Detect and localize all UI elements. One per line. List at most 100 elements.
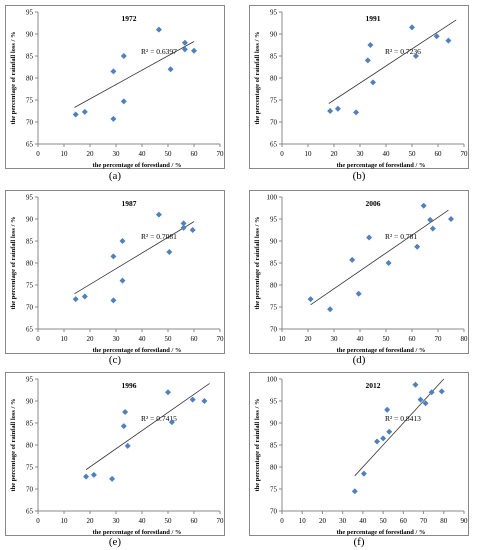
x-tick-label: 70 xyxy=(217,335,225,343)
y-tick-label: 85 xyxy=(270,442,278,450)
data-point xyxy=(380,435,387,442)
x-tick-label: 80 xyxy=(440,517,448,525)
data-point xyxy=(110,68,117,75)
x-tick-label: 40 xyxy=(357,335,365,343)
y-tick-label: 85 xyxy=(26,53,34,61)
data-point xyxy=(119,277,126,284)
x-tick-label: 40 xyxy=(139,150,147,158)
data-point xyxy=(409,24,415,31)
data-point xyxy=(110,253,117,260)
y-axis-title: the percentage of rainfall loss / % xyxy=(10,216,17,309)
chart-panel-b: 0 10 20 30 40 50 60 70 65 70 75 80 85 90 95 the percent… xyxy=(249,5,469,169)
chart-svg: 0 10 20 30 40 50 60 70 80 90 70 75 80 85 90 95 100 the pe… xyxy=(254,376,468,537)
r2-annotation: R² = 0.7081 xyxy=(141,232,177,241)
x-tick-label: 50 xyxy=(165,517,173,525)
x-tick-label: 50 xyxy=(409,150,417,158)
y-tick-label: 80 xyxy=(270,282,278,290)
x-tick-label: 60 xyxy=(191,150,199,158)
data-point xyxy=(180,224,187,231)
data-point xyxy=(83,473,90,480)
caption-d: (d) xyxy=(352,354,366,366)
y-tick-label: 95 xyxy=(270,9,278,17)
x-tick-label: 10 xyxy=(299,517,307,525)
data-point xyxy=(412,381,419,388)
trendline xyxy=(310,209,449,306)
x-tick-label: 30 xyxy=(113,150,121,158)
data-point xyxy=(367,42,374,48)
y-tick-label: 65 xyxy=(26,141,34,149)
caption-c: (c) xyxy=(108,354,122,366)
y-tick-label: 80 xyxy=(26,442,34,450)
data-point xyxy=(334,105,341,112)
caption-b: (b) xyxy=(352,170,366,182)
y-tick-label: 100 xyxy=(267,376,278,384)
x-tick-label: 50 xyxy=(383,335,391,343)
x-tick-label: 0 xyxy=(280,150,284,158)
y-tick-label: 90 xyxy=(270,31,278,39)
x-tick-label: 30 xyxy=(357,150,365,158)
x-tick-label: 70 xyxy=(461,150,469,158)
x-tick-label: 60 xyxy=(435,150,443,158)
y-tick-label: 75 xyxy=(26,282,34,290)
y-tick-label: 95 xyxy=(26,194,34,202)
data-point xyxy=(427,216,434,223)
x-axis-title: the percentage of forestland / % xyxy=(93,347,182,354)
data-point xyxy=(374,438,381,445)
chart-title: 1987 xyxy=(122,199,137,208)
data-point xyxy=(189,227,196,233)
data-point xyxy=(72,296,79,303)
data-point xyxy=(433,33,440,40)
data-point xyxy=(120,423,127,430)
chart-title: 2006 xyxy=(366,199,381,208)
data-point xyxy=(180,220,187,227)
y-axis-title: the percentage of rainfall loss / % xyxy=(10,398,17,491)
data-point xyxy=(360,470,367,477)
data-point xyxy=(349,256,356,263)
y-tick-label: 80 xyxy=(26,260,34,268)
x-tick-label: 0 xyxy=(36,150,40,158)
x-tick-label: 30 xyxy=(331,335,339,343)
y-tick-label: 70 xyxy=(270,326,278,334)
x-axis-title: the percentage of forestland / % xyxy=(337,529,426,536)
data-point xyxy=(165,389,171,396)
data-point xyxy=(110,115,117,122)
x-tick-label: 40 xyxy=(359,517,367,525)
data-point xyxy=(366,234,373,241)
r2-annotation: R² = 0.6397 xyxy=(141,47,177,56)
data-point xyxy=(155,26,162,33)
data-point xyxy=(109,475,116,482)
y-tick-label: 95 xyxy=(26,376,34,384)
r2-annotation: R² = 0.8413 xyxy=(385,414,421,423)
y-tick-label: 80 xyxy=(270,464,278,472)
x-tick-label: 60 xyxy=(409,335,417,343)
data-point xyxy=(72,111,79,118)
y-tick-label: 65 xyxy=(270,141,278,149)
chart-panel-d: 10 20 30 40 50 60 70 80 70 75 80 85 90 95 100 the perce… xyxy=(249,190,469,354)
x-tick-label: 70 xyxy=(435,335,443,343)
chart-panel-c: 0 10 20 30 40 50 60 70 65 70 75 80 85 90 95 the percent… xyxy=(5,190,225,354)
chart-panel-f: 0 10 20 30 40 50 60 70 80 90 70 75 80 85 90 95 100 the pe… xyxy=(249,372,469,536)
x-tick-label: 40 xyxy=(139,335,147,343)
y-tick-label: 95 xyxy=(270,216,278,224)
data-point xyxy=(167,66,174,73)
y-tick-label: 70 xyxy=(270,508,278,516)
data-point xyxy=(414,243,421,250)
data-point xyxy=(120,98,127,105)
y-tick-label: 70 xyxy=(26,486,34,494)
x-tick-label: 60 xyxy=(191,335,199,343)
chart-svg: 0 10 20 30 40 50 60 70 65 70 75 80 85 90 95 the percent… xyxy=(10,376,224,537)
x-tick-label: 40 xyxy=(383,150,391,158)
data-point xyxy=(327,306,334,313)
data-point xyxy=(422,400,429,407)
chart-title: 2012 xyxy=(366,381,381,390)
data-point xyxy=(353,109,360,116)
x-axis-title: the percentage of forestland / % xyxy=(337,162,426,169)
chart-panel-a: 0 10 20 30 40 50 60 70 65 70 75 80 85 90 95 the percent… xyxy=(5,5,225,169)
data-point xyxy=(448,216,454,222)
trendline xyxy=(328,19,457,104)
data-point xyxy=(327,108,334,114)
x-tick-label: 30 xyxy=(113,517,121,525)
x-tick-label: 20 xyxy=(87,517,95,525)
x-tick-label: 20 xyxy=(331,150,339,158)
chart-title: 1996 xyxy=(122,381,137,390)
